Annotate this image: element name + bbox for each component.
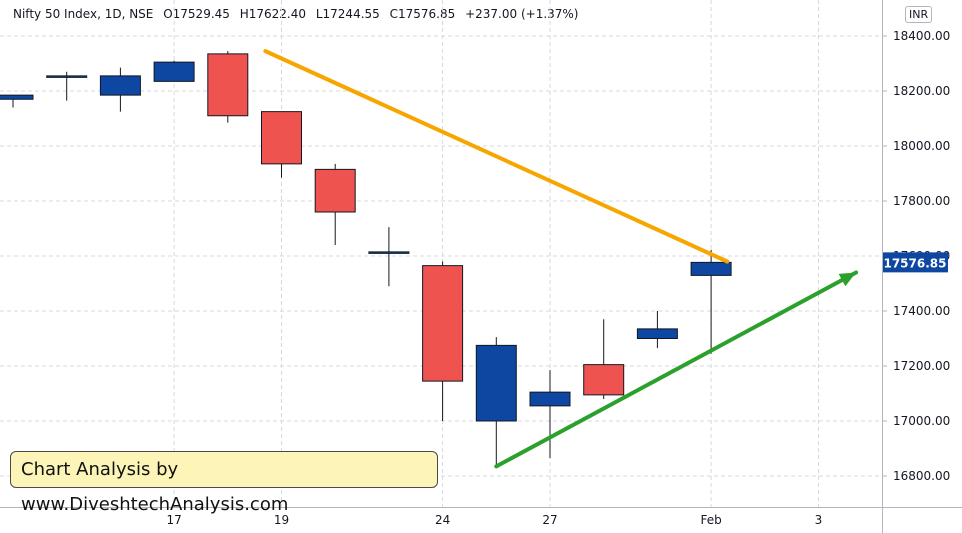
candle-body bbox=[529, 391, 571, 407]
candle-body bbox=[690, 261, 732, 276]
time-tick-label: Feb bbox=[700, 513, 721, 527]
time-tick-label: 17 bbox=[166, 513, 181, 527]
resistance-trendline bbox=[263, 49, 730, 264]
analysis-watermark: Chart Analysis by www.DiveshtechAnalysis… bbox=[10, 451, 438, 515]
price-tick-label: 18200.00 bbox=[893, 84, 950, 98]
current-price-label: 17576.85 bbox=[883, 256, 946, 270]
high-value: H17622.40 bbox=[239, 7, 307, 21]
time-tick-label: 27 bbox=[542, 513, 557, 527]
low-value: L17244.55 bbox=[315, 7, 380, 21]
trendline-arrowhead bbox=[838, 272, 857, 287]
candle-body bbox=[261, 111, 302, 165]
price-tick-label: 17200.00 bbox=[893, 359, 950, 373]
close-value: C17576.85 bbox=[389, 7, 456, 21]
price-tick-label: 17800.00 bbox=[893, 194, 950, 208]
time-tick-label: 19 bbox=[274, 513, 289, 527]
candle-body bbox=[153, 61, 195, 82]
currency-button[interactable]: INR bbox=[905, 6, 933, 23]
time-tick-label: 24 bbox=[435, 513, 450, 527]
candle-body bbox=[583, 364, 625, 396]
candle-body bbox=[475, 344, 517, 422]
symbol-label: Nifty 50 Index, 1D, NSE bbox=[13, 7, 154, 21]
open-value: O17529.45 bbox=[163, 7, 230, 21]
candle-body bbox=[0, 94, 34, 100]
candle-body bbox=[46, 75, 88, 78]
support-trendline bbox=[494, 270, 859, 469]
price-tick-label: 17400.00 bbox=[893, 304, 950, 318]
price-tick-label: 16800.00 bbox=[893, 469, 950, 483]
price-tick-label: 18400.00 bbox=[893, 29, 950, 43]
candle-body bbox=[207, 53, 249, 117]
current-price-tag bbox=[883, 252, 948, 273]
candle-body bbox=[314, 168, 356, 213]
price-tick-label: 17000.00 bbox=[893, 414, 950, 428]
candle-body bbox=[636, 328, 678, 339]
candle-body bbox=[99, 75, 141, 96]
candle-body bbox=[422, 265, 464, 382]
candle-body bbox=[368, 251, 410, 254]
time-tick-label: 3 bbox=[815, 513, 823, 527]
price-tick-label: 18000.00 bbox=[893, 139, 950, 153]
